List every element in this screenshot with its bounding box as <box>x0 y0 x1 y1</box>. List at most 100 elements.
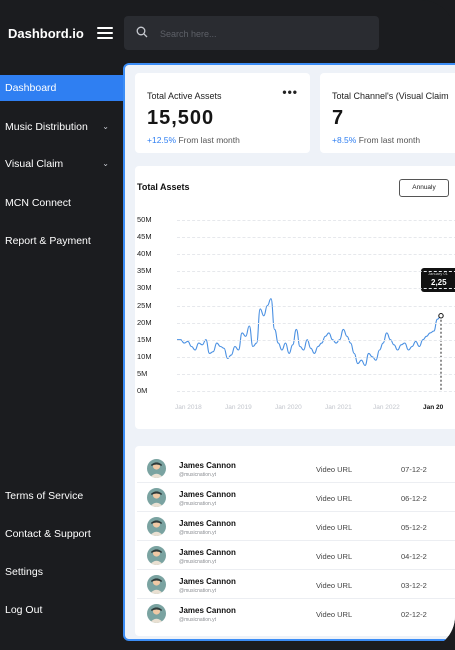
avatar <box>147 488 166 507</box>
sidebar-item-label: Log Out <box>5 604 43 616</box>
search-bar[interactable] <box>124 16 379 50</box>
row-date: 03-12-2 <box>401 581 427 590</box>
delta-percent: +12.5% <box>147 135 177 145</box>
hamburger-menu-icon[interactable] <box>97 27 113 39</box>
channel-handle: @musicnation.yt <box>179 530 217 536</box>
grid-line <box>177 322 455 324</box>
table-row[interactable]: James Cannon @musicnation.yt Video URL 06-1… <box>135 483 455 511</box>
x-tick-label: Jan 20 <box>423 404 444 411</box>
grid-line <box>177 373 455 375</box>
sidebar-item-settings[interactable]: Settings <box>0 559 123 585</box>
stat-value: 7 <box>332 107 345 129</box>
row-divider <box>137 511 455 512</box>
y-tick-label: 20M <box>137 317 152 327</box>
avatar <box>147 546 166 565</box>
table-row[interactable]: James Cannon @musicnation.yt Video URL 03-1… <box>135 570 455 598</box>
channel-name: James Cannon <box>179 519 236 528</box>
row-divider <box>137 569 455 570</box>
y-tick-label: 40M <box>137 249 152 259</box>
delta-percent: +8.5% <box>332 135 357 145</box>
stat-value: 15,500 <box>147 107 215 129</box>
chevron-down-icon: ⌄ <box>102 122 109 131</box>
search-input[interactable] <box>158 24 362 44</box>
sidebar-item-label: Terms of Service <box>5 490 84 502</box>
more-options-icon[interactable]: ••• <box>282 85 298 99</box>
stat-card-active-assets: Total Active Assets ••• 15,500 +12.5% Fr… <box>135 73 310 153</box>
table-row[interactable]: James Cannon @musicnation.yt Video URL 04-1… <box>135 541 455 569</box>
grid-line <box>177 220 455 221</box>
series-line <box>177 298 442 366</box>
sidebar-item-label: Report & Payment <box>5 235 91 247</box>
channel-name: James Cannon <box>179 461 236 470</box>
sidebar-item-visual-claim[interactable]: Visual Claim ⌄ <box>0 151 123 177</box>
sidebar-item-mcn-connect[interactable]: MCN Connect <box>0 190 123 216</box>
channel-name: James Cannon <box>179 548 236 557</box>
sidebar-item-label: Contact & Support <box>5 528 91 540</box>
sidebar-item-label: MCN Connect <box>5 197 71 209</box>
video-url-link[interactable]: Video URL <box>316 465 353 474</box>
video-url-link[interactable]: Video URL <box>316 581 353 590</box>
row-date: 06-12-2 <box>401 494 427 503</box>
sidebar-item-terms[interactable]: Terms of Service <box>0 483 123 509</box>
channel-handle: @musicnation.yt <box>179 472 217 478</box>
grid-line <box>177 271 455 273</box>
sidebar-item-report-payment[interactable]: Report & Payment <box>0 228 123 254</box>
tooltip-date: January 01 <box>428 271 448 276</box>
video-url-link[interactable]: Video URL <box>316 552 353 561</box>
chart-card <box>135 166 455 429</box>
sidebar-item-contact-support[interactable]: Contact & Support <box>0 521 123 547</box>
channel-name: James Cannon <box>179 577 236 586</box>
row-date: 02-12-2 <box>401 610 427 619</box>
stat-delta: +8.5% From last month <box>332 135 420 145</box>
chevron-down-icon: ⌄ <box>102 159 109 168</box>
row-date: 05-12-2 <box>401 523 427 532</box>
channel-handle: @musicnation.yt <box>179 501 217 507</box>
grid-line <box>177 254 455 256</box>
sidebar-item-logout[interactable]: Log Out <box>0 597 123 623</box>
grid-line <box>177 305 455 307</box>
sidebar-item-dashboard[interactable]: Dashboard <box>0 75 123 101</box>
row-divider <box>137 540 455 541</box>
grid-line <box>177 356 455 358</box>
delta-text: From last month <box>176 135 240 145</box>
avatar <box>147 459 166 478</box>
avatar <box>147 604 166 623</box>
y-tick-label: 25M <box>137 300 152 310</box>
y-tick-label: 15M <box>137 334 152 344</box>
chart-title: Total Assets <box>137 182 190 192</box>
search-icon <box>136 26 148 38</box>
table-row[interactable]: James Cannon @musicnation.yt Video URL 05-1… <box>135 512 455 540</box>
grid-line <box>177 339 455 341</box>
stat-card-channels: Total Channel's (Visual Claim 7 +8.5% Fr… <box>320 73 455 153</box>
x-tick-label: Jan 2019 <box>225 404 252 411</box>
table-row[interactable]: James Cannon @musicnation.yt Video URL 07-1… <box>135 454 455 482</box>
avatar <box>147 517 166 536</box>
brand-logo[interactable]: Dashbord.io <box>8 26 84 41</box>
y-tick-label: 50M <box>137 215 152 224</box>
period-select-button[interactable]: Annualy <box>399 179 449 197</box>
sidebar-item-label: Dashboard <box>5 82 57 94</box>
sidebar-item-music-distribution[interactable]: Music Distribution ⌄ <box>0 114 123 140</box>
row-date: 07-12-2 <box>401 465 427 474</box>
grid-line <box>177 391 455 392</box>
video-url-link[interactable]: Video URL <box>316 494 353 503</box>
video-url-link[interactable]: Video URL <box>316 523 353 532</box>
grid-line <box>177 288 455 290</box>
x-tick-label: Jan 2022 <box>373 404 400 411</box>
row-date: 04-12-2 <box>401 552 427 561</box>
sidebar-item-label: Visual Claim <box>5 158 64 170</box>
table-row[interactable]: James Cannon @musicnation.yt Video URL 02-1… <box>135 599 455 627</box>
channel-handle: @musicnation.yt <box>179 588 217 594</box>
assets-table <box>135 446 455 636</box>
channel-name: James Cannon <box>179 606 236 615</box>
y-tick-label: 30M <box>137 283 152 293</box>
stat-delta: +12.5% From last month <box>147 135 240 145</box>
stat-title: Total Active Assets <box>147 91 222 101</box>
main-panel: Total Active Assets ••• 15,500 +12.5% Fr… <box>123 63 455 641</box>
video-url-link[interactable]: Video URL <box>316 610 353 619</box>
sidebar-item-label: Settings <box>5 566 43 578</box>
delta-text: From last month <box>356 135 421 145</box>
y-tick-label: 35M <box>137 266 152 276</box>
x-tick-label: Jan 2021 <box>325 404 352 411</box>
